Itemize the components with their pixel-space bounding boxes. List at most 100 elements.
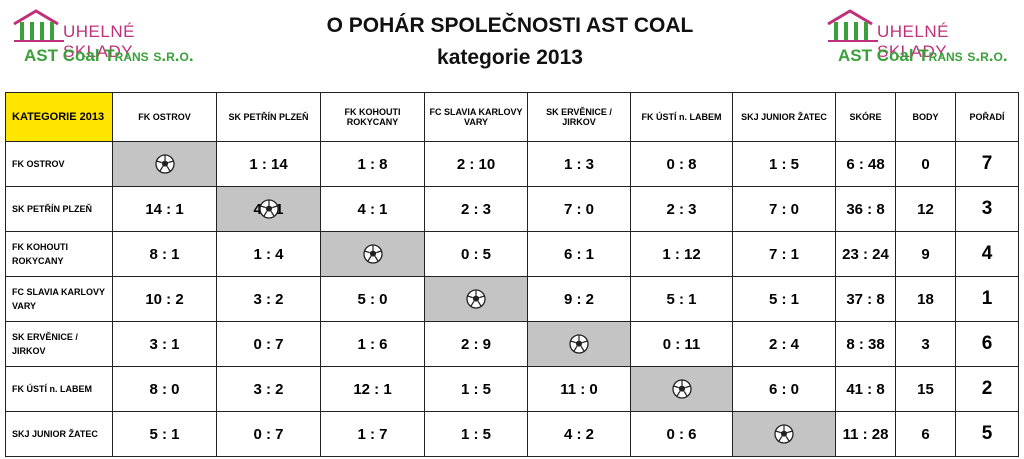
result-cell: 6 bbox=[895, 411, 956, 457]
team-name: FK ÚSTÍ n. LABEM bbox=[5, 366, 113, 412]
result-cell: 7 : 1 bbox=[732, 231, 836, 277]
result-cell: 3 : 1 bbox=[112, 321, 217, 367]
result-cell: 7 bbox=[955, 141, 1019, 187]
result-cell: 6 : 48 bbox=[835, 141, 896, 187]
column-header: SKÓRE bbox=[835, 92, 896, 142]
self-match bbox=[112, 141, 217, 187]
self-match bbox=[732, 411, 836, 457]
result-cell: 0 : 7 bbox=[216, 321, 321, 367]
column-header: SK PETŘÍN PLZEŇ bbox=[216, 92, 321, 142]
result-cell: 1 : 8 bbox=[320, 141, 425, 187]
self-match bbox=[527, 321, 631, 367]
result-cell: 0 : 11 bbox=[630, 321, 733, 367]
team-name: FC SLAVIA KARLOVY VARY bbox=[5, 276, 113, 322]
logo-text: AST Coal bbox=[24, 46, 100, 65]
result-cell: 1 : 5 bbox=[732, 141, 836, 187]
result-cell: 0 bbox=[895, 141, 956, 187]
result-cell: 7 : 0 bbox=[527, 186, 631, 232]
column-header: BODY bbox=[895, 92, 956, 142]
result-cell: 1 : 5 bbox=[424, 366, 528, 412]
result-cell: 4 : 2 bbox=[527, 411, 631, 457]
column-header: SKJ JUNIOR ŽATEC bbox=[732, 92, 836, 142]
column-header: FC SLAVIA KARLOVY VARY bbox=[424, 92, 528, 142]
result-cell: 2 : 9 bbox=[424, 321, 528, 367]
result-cell: 23 : 24 bbox=[835, 231, 896, 277]
result-cell: 1 : 6 bbox=[320, 321, 425, 367]
ball-icon bbox=[774, 424, 794, 444]
result-cell: 9 bbox=[895, 231, 956, 277]
ball-icon bbox=[258, 199, 279, 219]
self-match bbox=[320, 231, 425, 277]
team-name: SKJ JUNIOR ŽATEC bbox=[5, 411, 113, 457]
column-header: FK ÚSTÍ n. LABEM bbox=[630, 92, 733, 142]
ball-icon bbox=[362, 244, 383, 264]
result-cell: 4 : 1 bbox=[320, 186, 425, 232]
result-cell: 14 : 1 bbox=[112, 186, 217, 232]
logo-company: AST Coal Trans s.r.o. bbox=[24, 46, 194, 66]
result-cell: 3 bbox=[895, 321, 956, 367]
logo-line: UHELNÉ SKLADY bbox=[63, 22, 135, 61]
logo: UHELNÉ SKLADY AST Coal Trans s.r.o. bbox=[8, 8, 208, 68]
result-cell: 2 bbox=[955, 366, 1019, 412]
result-cell: 1 bbox=[955, 276, 1019, 322]
ball-icon bbox=[569, 334, 589, 354]
logo: UHELNÉ SKLADY AST Coal Trans s.r.o. bbox=[822, 8, 1022, 68]
result-cell: 3 : 2 bbox=[216, 366, 321, 412]
result-cell: 5 : 0 bbox=[320, 276, 425, 322]
ball-icon bbox=[466, 289, 486, 309]
result-cell: 1 : 3 bbox=[527, 141, 631, 187]
result-cell: 36 : 8 bbox=[835, 186, 896, 232]
column-header: FK OSTROV bbox=[112, 92, 217, 142]
result-cell: 0 : 8 bbox=[630, 141, 733, 187]
header-row: KATEGORIE 2013 FK OSTROV SK PETŘÍN PLZEŇ FK… bbox=[5, 92, 1019, 142]
ball-icon bbox=[671, 379, 692, 399]
result-cell: 3 bbox=[955, 186, 1019, 232]
result-cell: 3 : 2 bbox=[216, 276, 321, 322]
logo-text: Trans s.r.o. bbox=[104, 46, 194, 65]
result-cell: 0 : 5 bbox=[424, 231, 528, 277]
team-name: SK PETŘÍN PLZEŇ bbox=[5, 186, 113, 232]
column-header: SK ERVĚNICE / JIRKOV bbox=[527, 92, 631, 142]
corner-cell: KATEGORIE 2013 bbox=[5, 92, 113, 142]
result-cell: 10 : 2 bbox=[112, 276, 217, 322]
result-cell: 5 bbox=[955, 411, 1019, 457]
result-cell: 2 : 3 bbox=[424, 186, 528, 232]
result-cell: 9 : 2 bbox=[527, 276, 631, 322]
team-name: SK ERVĚNICE / JIRKOV bbox=[5, 321, 113, 367]
logo-text: AST Coal bbox=[838, 46, 914, 65]
result-cell: 2 : 10 bbox=[424, 141, 528, 187]
logo-icon bbox=[827, 9, 878, 42]
result-cell: 4 : 1 bbox=[216, 186, 321, 232]
result-cell: 5 : 1 bbox=[112, 411, 217, 457]
result-cell: 2 : 3 bbox=[630, 186, 733, 232]
result-cell: 5 : 1 bbox=[630, 276, 733, 322]
result-cell: 6 : 0 bbox=[732, 366, 836, 412]
result-cell: 7 : 0 bbox=[732, 186, 836, 232]
result-cell: 1 : 12 bbox=[630, 231, 733, 277]
result-cell: 11 : 28 bbox=[835, 411, 896, 457]
logo-text: Trans s.r.o. bbox=[918, 46, 1008, 65]
result-cell: 15 bbox=[895, 366, 956, 412]
result-cell: 12 bbox=[895, 186, 956, 232]
result-cell: 6 bbox=[955, 321, 1019, 367]
result-cell: 0 : 6 bbox=[630, 411, 733, 457]
title: O POHÁR SPOLEČNOSTI AST COAL bbox=[326, 14, 694, 37]
column-header: FK KOHOUTI ROKYCANY bbox=[320, 92, 425, 142]
logo-line: UHELNÉ SKLADY bbox=[877, 22, 949, 61]
team-name: FK OSTROV bbox=[5, 141, 113, 187]
logo-icon bbox=[13, 9, 64, 42]
result-cell: 37 : 8 bbox=[835, 276, 896, 322]
results-table: KATEGORIE 2013 FK OSTROV SK PETŘÍN PLZEŇ FK… bbox=[5, 92, 1019, 457]
result-cell: 1 : 7 bbox=[320, 411, 425, 457]
result-cell: 6 : 1 bbox=[527, 231, 631, 277]
result-cell: 1 : 4 bbox=[216, 231, 321, 277]
result-cell: 4 bbox=[955, 231, 1019, 277]
result-cell: 1 : 14 bbox=[216, 141, 321, 187]
